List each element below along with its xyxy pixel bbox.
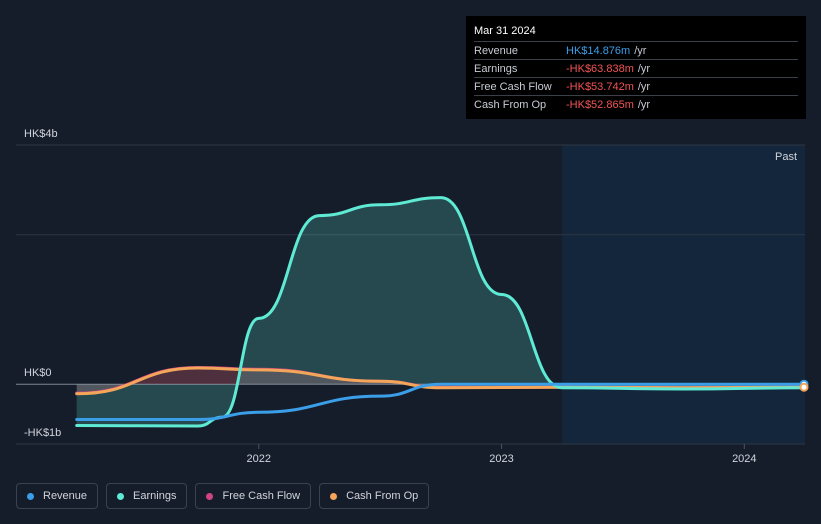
legend-label: Cash From Op [346,490,419,502]
tooltip-row-revenue: Revenue HK$14.876m /yr [474,41,798,59]
series-lines [75,196,807,428]
chart-area: HK$4b HK$0 -HK$1b 2022 2023 2024 Past [16,128,809,465]
tooltip-unit: /yr [634,44,647,57]
tooltip-value: -HK$52.865m [566,98,634,111]
end-markers [799,379,809,392]
x-tick-label: 2023 [489,453,513,465]
legend-item-cash-from-op[interactable]: Cash From Op [319,483,430,509]
y-axis: HK$4b HK$0 -HK$1b [24,128,61,439]
tooltip-row-free-cash-flow: Free Cash Flow -HK$53.742m /yr [474,77,798,95]
tooltip-value: -HK$53.742m [566,80,634,93]
tooltip-row-cash-from-op: Cash From Op -HK$52.865m /yr [474,95,798,113]
x-tick-label: 2024 [732,453,756,465]
legend-label: Earnings [133,490,177,502]
end-marker [799,382,809,392]
legend-dot-icon [330,492,338,500]
y-tick-label: HK$0 [24,367,52,379]
legend-item-free-cash-flow[interactable]: Free Cash Flow [195,483,312,509]
legend-dot-icon [206,492,214,500]
tooltip-value: -HK$63.838m [566,62,634,75]
y-tick-label: -HK$1b [24,427,61,439]
tooltip-unit: /yr [637,98,651,111]
legend-dot-icon [27,492,34,500]
legend-label: Revenue [43,490,88,502]
legend-item-revenue[interactable]: Revenue [16,483,99,509]
tooltip-row-earnings: Earnings -HK$63.838m /yr [474,59,798,77]
legend: Revenue Earnings Free Cash Flow Cash Fro… [16,483,430,509]
tooltip-label: Earnings [474,62,518,75]
tooltip-label: Revenue [474,44,519,57]
legend-label: Free Cash Flow [222,490,301,502]
x-tick-label: 2022 [247,453,271,465]
legend-item-earnings[interactable]: Earnings [106,483,188,509]
revenue-line [75,382,807,421]
tooltip-value: HK$14.876m [566,44,631,57]
x-axis: 2022 2023 2024 [247,444,757,465]
y-tick-label: HK$4b [24,128,58,140]
tooltip-label: Free Cash Flow [474,80,552,93]
tooltip-unit: /yr [637,80,651,93]
tooltip: Mar 31 2024 Revenue HK$14.876m /yr Earni… [466,16,806,119]
legend-dot-icon [117,492,125,500]
tooltip-unit: /yr [637,62,651,75]
past-region [562,145,805,444]
past-label: Past [775,151,797,163]
tooltip-date: Mar 31 2024 [474,25,536,37]
tooltip-label: Cash From Op [474,98,547,111]
